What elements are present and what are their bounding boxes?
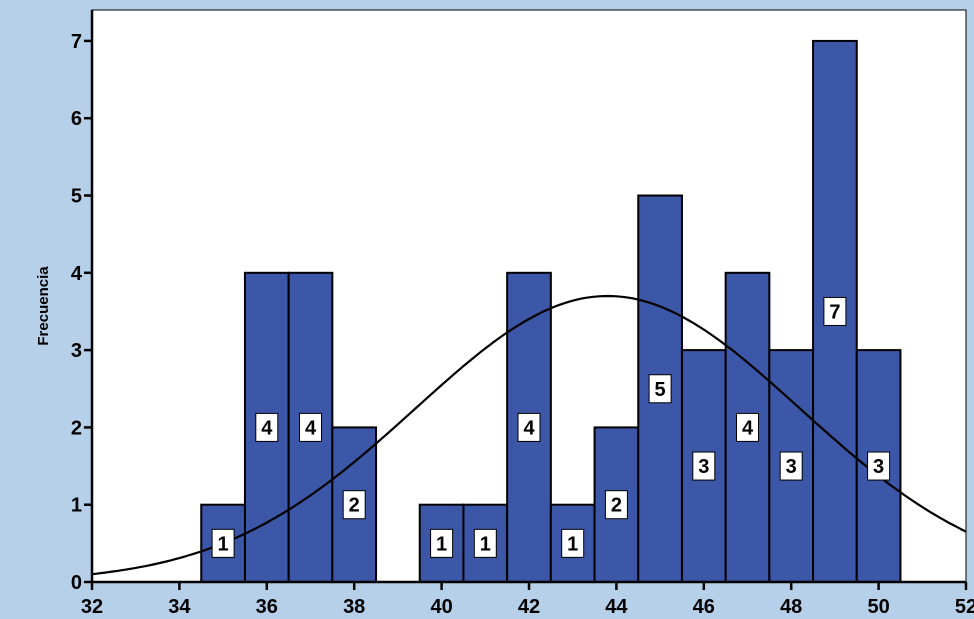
data-label: 2: [349, 495, 360, 517]
data-label: 1: [436, 533, 447, 555]
x-tick-label: 42: [518, 596, 540, 618]
data-label: 5: [655, 379, 666, 401]
data-label-box: [255, 412, 279, 442]
x-tick-label: 40: [430, 596, 452, 618]
normal-curve: [91, 294, 967, 576]
x-tick-label: 32: [81, 596, 103, 618]
y-tick-label: 0: [71, 572, 82, 594]
y-axis-title: Frecuencia: [35, 266, 52, 346]
data-label: 7: [829, 301, 840, 323]
y-tick-label: 2: [71, 417, 82, 439]
data-label: 4: [742, 417, 754, 439]
data-label-box: [867, 451, 891, 481]
normal-curve-group: [91, 294, 967, 576]
data-label-box: [736, 412, 759, 442]
y-tick-label: 1: [71, 495, 82, 517]
data-label-box: [430, 528, 454, 558]
data-label-box: [342, 490, 366, 520]
data-label: 4: [261, 417, 273, 439]
data-label-box: [604, 490, 628, 520]
x-tick-label: 50: [867, 596, 889, 618]
data-label-box: [648, 374, 672, 404]
data-label: 1: [218, 533, 229, 555]
y-tick-label: 7: [71, 31, 82, 53]
x-tick-label: 44: [605, 596, 628, 618]
data-label: 3: [786, 456, 797, 478]
x-tick-label: 48: [780, 596, 802, 618]
data-label-box: [561, 528, 585, 558]
data-label: 4: [305, 417, 317, 439]
data-label: 3: [873, 456, 884, 478]
y-tick-label: 6: [71, 108, 82, 130]
data-label: 2: [611, 495, 622, 517]
data-labels-group: 1 4 4 2 1 1 4 1 2 5 3 4 3 7 3: [211, 296, 891, 558]
data-label: 3: [698, 456, 709, 478]
y-tick-label: 3: [71, 340, 82, 362]
data-label-box: [692, 451, 716, 481]
data-label-box: [299, 412, 322, 442]
data-label: 4: [523, 417, 535, 439]
data-label-box: [517, 412, 541, 442]
data-label: 1: [567, 533, 578, 555]
x-tick-label: 38: [343, 596, 365, 618]
data-label-box: [211, 528, 235, 558]
x-tick-label: 34: [168, 596, 191, 618]
x-tick-label: 36: [256, 596, 278, 618]
data-label-box: [779, 451, 803, 481]
x-tick-label: 52: [955, 596, 974, 618]
y-tick-label: 4: [71, 263, 83, 285]
data-label-box: [823, 296, 847, 326]
data-label-box: [473, 528, 497, 558]
data-label: 1: [480, 533, 491, 555]
y-tick-label: 5: [71, 186, 82, 208]
x-tick-label: 46: [693, 596, 715, 618]
